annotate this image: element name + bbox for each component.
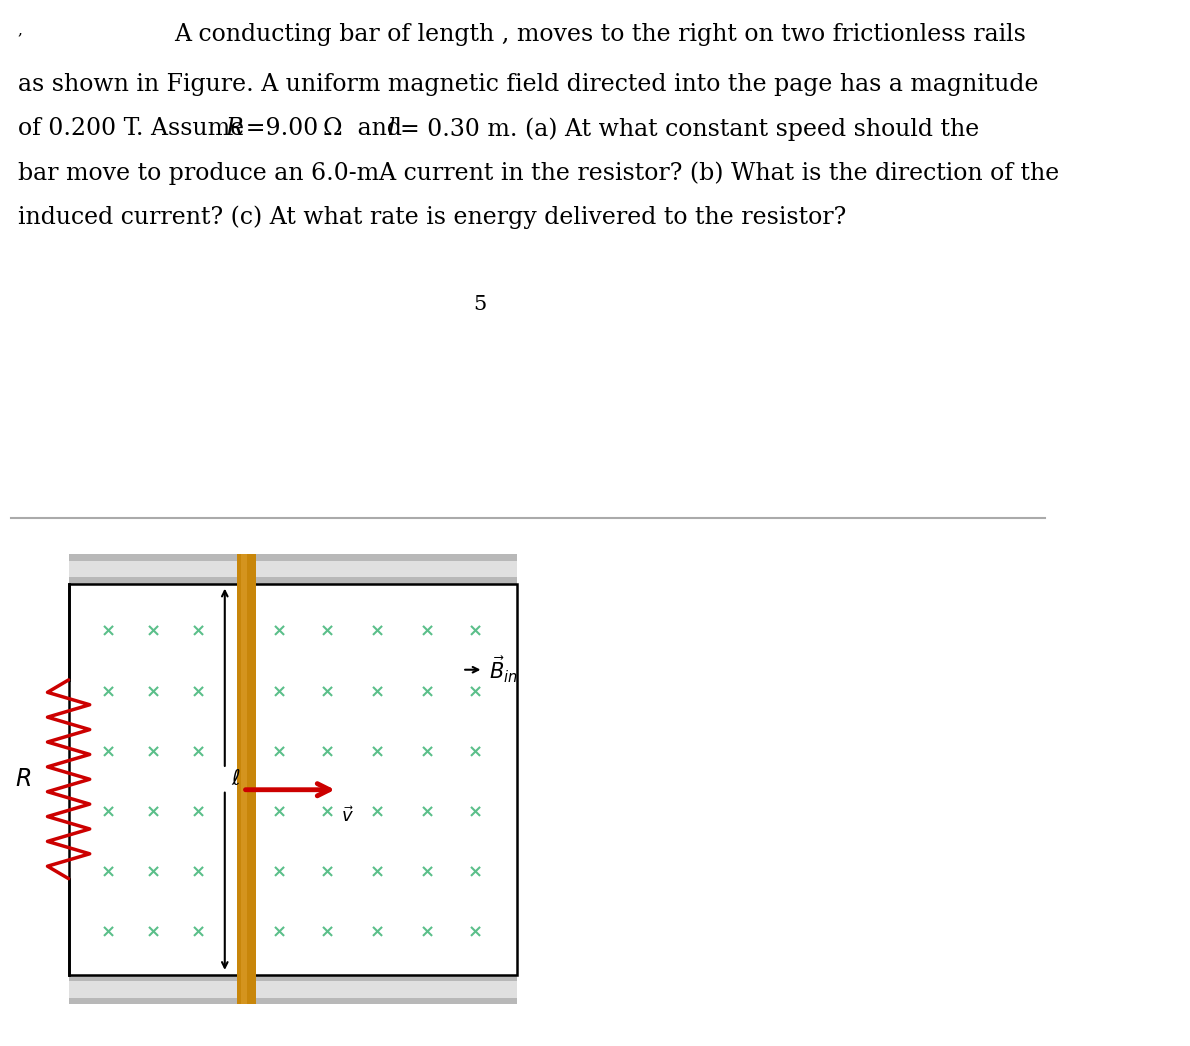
- Text: ×: ×: [273, 924, 287, 941]
- Text: 5: 5: [474, 295, 487, 314]
- Text: ×: ×: [320, 803, 334, 821]
- Text: ×: ×: [273, 803, 287, 821]
- Text: ×: ×: [420, 864, 436, 882]
- Bar: [69, 554, 518, 584]
- Text: ×: ×: [370, 864, 386, 882]
- Text: ×: ×: [273, 683, 287, 701]
- Text: = 0.30 m. (a) At what constant speed should the: = 0.30 m. (a) At what constant speed sho…: [400, 117, 979, 140]
- Text: ×: ×: [190, 803, 206, 821]
- Text: ×: ×: [190, 924, 206, 941]
- Text: ×: ×: [101, 744, 117, 761]
- Text: ×: ×: [370, 924, 386, 941]
- Text: ×: ×: [320, 924, 334, 941]
- Text: ×: ×: [145, 924, 161, 941]
- Text: ×: ×: [320, 622, 334, 641]
- Text: ×: ×: [190, 864, 206, 882]
- Text: A conducting bar of length , moves to the right on two frictionless rails: A conducting bar of length , moves to th…: [174, 23, 1026, 46]
- Text: ×: ×: [468, 924, 482, 941]
- Text: ×: ×: [468, 744, 482, 761]
- Bar: [69, 975, 518, 1004]
- Text: ×: ×: [101, 803, 117, 821]
- Text: ×: ×: [273, 864, 287, 882]
- Text: ×: ×: [190, 622, 206, 641]
- Text: of 0.200 T. Assume: of 0.200 T. Assume: [18, 117, 251, 140]
- Text: ×: ×: [420, 924, 436, 941]
- Text: ×: ×: [420, 683, 436, 701]
- Text: ×: ×: [320, 683, 334, 701]
- Text: ×: ×: [370, 803, 386, 821]
- Bar: [69, 584, 518, 975]
- Text: ×: ×: [420, 803, 436, 821]
- Text: ×: ×: [320, 864, 334, 882]
- Text: ×: ×: [145, 744, 161, 761]
- Text: R: R: [225, 117, 243, 140]
- Text: ×: ×: [420, 622, 436, 641]
- Text: ×: ×: [145, 803, 161, 821]
- Text: induced current? (c) At what rate is energy delivered to the resistor?: induced current? (c) At what rate is ene…: [18, 205, 846, 228]
- Text: bar move to produce an 6.0-mA current in the resistor? (b) What is the direction: bar move to produce an 6.0-mA current in…: [18, 161, 1059, 184]
- Bar: [69, 981, 518, 998]
- Text: ×: ×: [101, 924, 117, 941]
- Text: ×: ×: [468, 683, 482, 701]
- Text: ×: ×: [420, 744, 436, 761]
- Text: ×: ×: [468, 864, 482, 882]
- Text: ×: ×: [468, 622, 482, 641]
- Text: as shown in Figure. A uniform magnetic field directed into the page has a magnit: as shown in Figure. A uniform magnetic f…: [18, 73, 1039, 96]
- Text: ×: ×: [370, 683, 386, 701]
- Text: ×: ×: [190, 683, 206, 701]
- Bar: [69, 561, 518, 577]
- Text: ×: ×: [190, 744, 206, 761]
- Text: ,: ,: [18, 23, 23, 37]
- Text: ×: ×: [101, 864, 117, 882]
- Text: $\vec{v}$: $\vec{v}$: [340, 806, 353, 825]
- Text: $\vec{B}_{in}$: $\vec{B}_{in}$: [489, 655, 518, 685]
- Text: ×: ×: [145, 622, 161, 641]
- Text: l: l: [387, 117, 395, 140]
- Text: $\ell$: $\ell$: [231, 769, 240, 790]
- Text: ×: ×: [273, 622, 287, 641]
- Text: ×: ×: [320, 744, 334, 761]
- Text: ×: ×: [145, 683, 161, 701]
- Bar: [69, 584, 518, 975]
- Text: ×: ×: [468, 803, 482, 821]
- Bar: [238, 554, 256, 1004]
- Text: ×: ×: [273, 744, 287, 761]
- Text: ×: ×: [145, 864, 161, 882]
- Text: ×: ×: [101, 683, 117, 701]
- Text: =9.00 Ω  and: =9.00 Ω and: [240, 117, 409, 140]
- Text: R: R: [15, 768, 31, 791]
- Bar: [240, 554, 248, 1004]
- Text: ×: ×: [370, 622, 386, 641]
- Text: ×: ×: [370, 744, 386, 761]
- Text: ×: ×: [101, 622, 117, 641]
